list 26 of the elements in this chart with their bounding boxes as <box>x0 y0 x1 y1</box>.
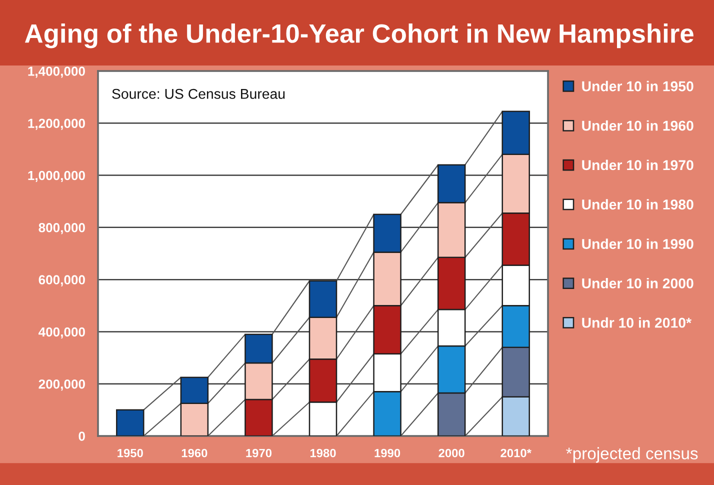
legend-label: Under 10 in 1970 <box>582 160 694 170</box>
x-tick-label: 1960 <box>182 448 208 458</box>
y-tick-label: 0 <box>78 432 85 441</box>
bar <box>116 409 144 436</box>
legend-label: Under 10 in 1960 <box>582 120 694 131</box>
y-tick-label: 1,000,000 <box>28 170 85 182</box>
y-tick-label: 600,000 <box>38 275 85 286</box>
legend-label: Undr 10 in 2010* <box>582 317 692 328</box>
y-tick-label: 400,000 <box>38 327 85 338</box>
chart-title: Aging of the Under-10-Year Cohort in New Hampshire <box>24 24 694 48</box>
x-tick-label: 2000 <box>438 448 464 458</box>
x-tick-label: 1950 <box>118 448 143 458</box>
y-tick-label: 200,000 <box>38 379 85 391</box>
y-tick-label: 1,400,000 <box>28 66 85 78</box>
x-tick-label: 1990 <box>374 448 400 458</box>
legend-label: Under 10 in 1980 <box>582 199 694 210</box>
y-tick-label: 800,000 <box>38 223 85 234</box>
legend-label: Under 10 in 1950 <box>582 80 694 92</box>
annotation: Source: US Census Bureau <box>112 88 285 99</box>
legend-label: Under 10 in 1990 <box>582 238 694 249</box>
text: *projected census <box>566 447 698 463</box>
y-tick-label: 1,200,000 <box>28 118 85 130</box>
x-tick-label: 1970 <box>246 448 272 458</box>
x-tick-label: 1980 <box>310 448 336 458</box>
legend-label: Under 10 in 2000 <box>582 278 694 288</box>
x-tick-label: 2010* <box>500 448 532 458</box>
